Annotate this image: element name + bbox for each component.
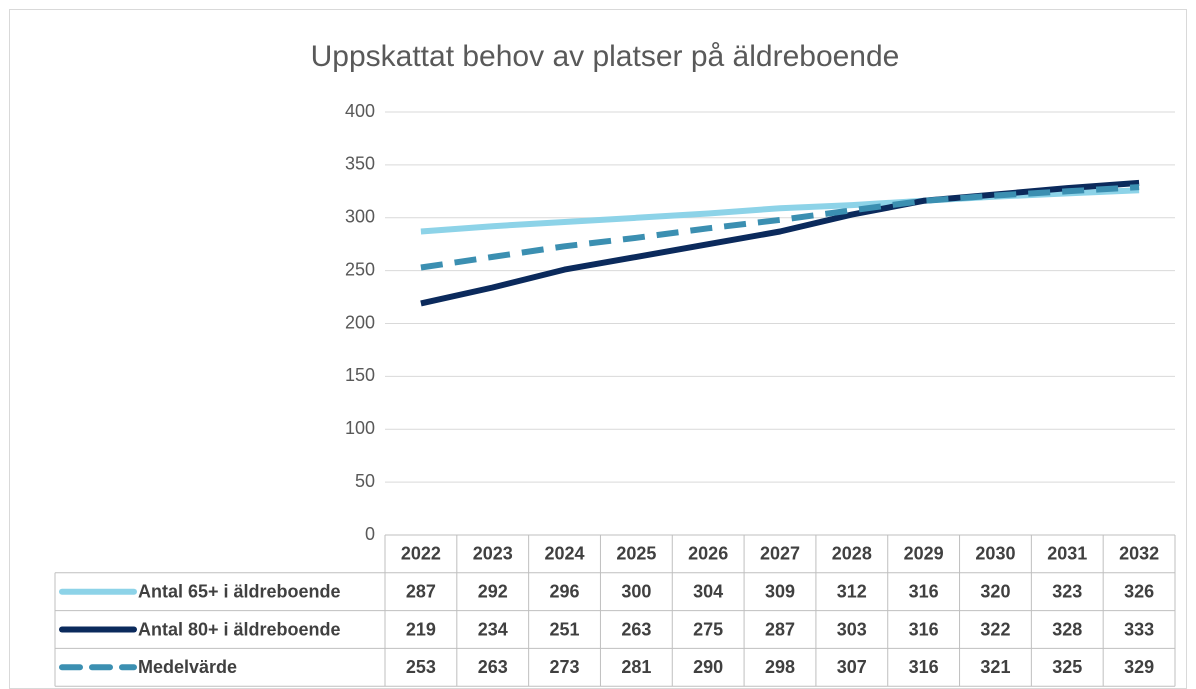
x-tick-label: 2025 xyxy=(616,544,656,564)
table-value: 292 xyxy=(478,581,508,601)
y-tick-label: 350 xyxy=(345,154,375,174)
table-value: 273 xyxy=(550,657,580,677)
table-value: 253 xyxy=(406,657,436,677)
table-value: 316 xyxy=(909,657,939,677)
table-value: 303 xyxy=(837,619,867,639)
y-tick-label: 200 xyxy=(345,312,375,332)
table-value: 251 xyxy=(550,619,580,639)
table-value: 234 xyxy=(478,619,508,639)
chart-title: Uppskattat behov av platser på äldreboen… xyxy=(311,40,900,73)
y-tick-label: 50 xyxy=(355,471,375,491)
legend-label: Antal 80+ i äldreboende xyxy=(138,619,341,639)
x-tick-label: 2029 xyxy=(904,544,944,564)
table-value: 275 xyxy=(693,619,723,639)
x-tick-label: 2031 xyxy=(1047,544,1087,564)
table-value: 300 xyxy=(621,581,651,601)
legend-label: Antal 65+ i äldreboende xyxy=(138,581,341,601)
table-value: 333 xyxy=(1124,619,1154,639)
table-value: 263 xyxy=(621,619,651,639)
x-tick-label: 2024 xyxy=(545,544,585,564)
table-value: 298 xyxy=(765,657,795,677)
x-tick-label: 2032 xyxy=(1119,544,1159,564)
legend-label: Medelvärde xyxy=(138,657,237,677)
x-tick-label: 2023 xyxy=(473,544,513,564)
table-value: 290 xyxy=(693,657,723,677)
x-tick-label: 2027 xyxy=(760,544,800,564)
table-value: 316 xyxy=(909,581,939,601)
table-value: 263 xyxy=(478,657,508,677)
y-tick-label: 100 xyxy=(345,418,375,438)
y-tick-label: 250 xyxy=(345,259,375,279)
table-value: 307 xyxy=(837,657,867,677)
table-value: 281 xyxy=(621,657,651,677)
table-value: 219 xyxy=(406,619,436,639)
y-tick-label: 150 xyxy=(345,365,375,385)
table-value: 287 xyxy=(765,619,795,639)
table-value: 320 xyxy=(980,581,1010,601)
table-value: 328 xyxy=(1052,619,1082,639)
table-value: 287 xyxy=(406,581,436,601)
y-tick-label: 0 xyxy=(365,524,375,544)
series-line xyxy=(420,179,1140,307)
table-value: 322 xyxy=(980,619,1010,639)
series-line xyxy=(420,187,1140,235)
table-value: 296 xyxy=(550,581,580,601)
x-tick-label: 2026 xyxy=(688,544,728,564)
y-tick-label: 400 xyxy=(345,101,375,121)
table-value: 329 xyxy=(1124,657,1154,677)
table-value: 326 xyxy=(1124,581,1154,601)
table-value: 312 xyxy=(837,581,867,601)
table-value: 309 xyxy=(765,581,795,601)
x-tick-label: 2030 xyxy=(975,544,1015,564)
x-tick-label: 2022 xyxy=(401,544,441,564)
table-value: 323 xyxy=(1052,581,1082,601)
table-value: 325 xyxy=(1052,657,1082,677)
table-value: 316 xyxy=(909,619,939,639)
chart-border xyxy=(9,9,1187,689)
table-value: 304 xyxy=(693,581,723,601)
series-line xyxy=(420,184,1140,271)
y-tick-label: 300 xyxy=(345,207,375,227)
table-value: 321 xyxy=(980,657,1010,677)
x-tick-label: 2028 xyxy=(832,544,872,564)
